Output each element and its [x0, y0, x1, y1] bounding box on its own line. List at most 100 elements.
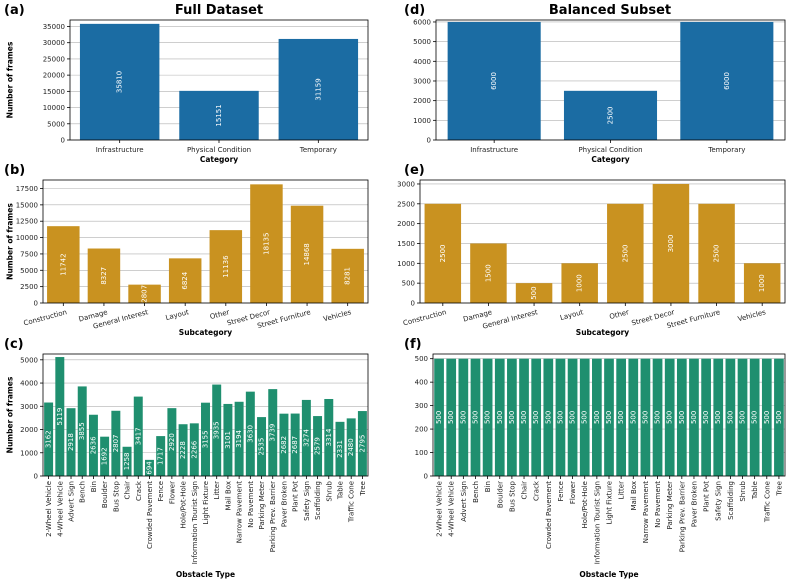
y-tick-label: 17500 [16, 185, 38, 193]
x-tick-label: Temporary [707, 146, 745, 154]
x-tick-label: Physical Condition [578, 146, 642, 154]
data-label: 500 [654, 411, 662, 424]
panel-label: (c) [4, 337, 24, 352]
x-tick-label: Tree [359, 481, 367, 497]
panel-label: (b) [4, 163, 25, 178]
bar [189, 423, 199, 476]
data-label: 500 [520, 411, 528, 424]
x-tick-label: Physical Condition [187, 146, 251, 154]
data-label: 14868 [303, 243, 311, 265]
bar [434, 358, 444, 476]
data-label: 500 [544, 411, 552, 424]
bar [743, 263, 781, 303]
bar [470, 243, 507, 303]
x-axis-label: Category [591, 155, 629, 164]
y-tick-label: 20000 [43, 72, 65, 80]
x-tick-label: 4-Wheel Vehicle [448, 481, 456, 537]
bar [424, 203, 462, 303]
bar [652, 358, 663, 476]
data-label: 500 [593, 411, 601, 424]
y-tick-label: 5000 [20, 267, 38, 275]
x-tick-label: Table [751, 481, 759, 500]
data-label: 2636 [89, 436, 97, 454]
bar [482, 358, 493, 476]
data-label: 500 [702, 411, 710, 424]
y-tick-label: 12500 [16, 218, 38, 226]
bar [592, 358, 602, 476]
x-axis-label: Obstacle Type [176, 570, 235, 579]
bar [250, 184, 283, 303]
data-label: 2918 [67, 433, 75, 451]
bar [357, 411, 367, 476]
x-tick-label: Information Tourist Sign [593, 481, 601, 564]
bar [167, 408, 177, 476]
data-label: 2266 [190, 440, 198, 458]
data-label: 500 [508, 411, 516, 424]
x-tick-label: Flower [569, 481, 577, 504]
data-label: 500 [471, 411, 479, 424]
data-label: 1717 [157, 447, 165, 465]
data-label: 3000 [667, 235, 675, 253]
panel-label: (a) [4, 3, 25, 18]
bar [313, 416, 323, 476]
data-label: 3935 [213, 421, 221, 439]
y-tick-label: 0 [424, 473, 428, 481]
data-label: 3417 [134, 427, 142, 445]
panel-label: (f) [404, 337, 422, 352]
x-tick-label: Chair [124, 481, 132, 500]
bar [168, 258, 202, 303]
data-label: 35810 [116, 71, 124, 93]
data-label: 3314 [325, 428, 333, 446]
bar [290, 205, 324, 303]
x-tick-label: Shrub [739, 480, 747, 501]
bar [607, 203, 644, 303]
x-tick-label: Litter [213, 481, 221, 500]
bar [519, 358, 529, 476]
plot-frame [69, 19, 369, 141]
bar [223, 403, 233, 476]
x-tick-label: Shrub [325, 480, 333, 501]
x-tick-label: Parking Prev. Barrier [678, 481, 686, 552]
data-label: 500 [496, 411, 504, 424]
plot-frame [432, 353, 786, 477]
bar [507, 358, 517, 476]
y-tick-label: 2500 [397, 200, 415, 208]
x-tick-label: Safety Sign [715, 481, 723, 521]
data-label: 500 [447, 411, 455, 424]
data-label: 2500 [439, 244, 447, 262]
data-label: 1000 [758, 274, 766, 292]
x-tick-label: Tree [775, 481, 783, 497]
bar [725, 358, 736, 476]
bar [567, 358, 578, 476]
x-tick-label: Advert Sign [68, 481, 76, 522]
bar [245, 391, 255, 476]
bar [55, 357, 65, 476]
data-label: 2500 [713, 244, 721, 262]
y-tick-label: 0 [61, 137, 65, 145]
y-axis-label: Number of frames [6, 203, 15, 280]
bar [749, 358, 760, 476]
y-tick-label: 1000 [413, 117, 431, 125]
data-label: 2795 [358, 435, 366, 453]
y-tick-label: 200 [415, 426, 428, 434]
panel-a: (a) Full Dataset 0 5000 10000 15000 20000 25000… [4, 3, 369, 164]
bar [335, 421, 345, 476]
plot-frame [419, 179, 786, 304]
data-label: 500 [484, 411, 492, 424]
y-tick-label: 4000 [20, 380, 38, 388]
bar [676, 358, 687, 476]
bar [122, 446, 132, 476]
data-label: 1000 [576, 274, 584, 292]
bar [77, 386, 87, 476]
bar [701, 358, 711, 476]
bar [640, 358, 651, 476]
x-tick-label: Paver Broken [690, 481, 698, 527]
data-label: 500 [435, 411, 443, 424]
x-tick-label: Bench [472, 481, 480, 503]
bar [689, 358, 699, 476]
panel-label: (e) [404, 163, 425, 178]
data-label: 18135 [262, 233, 270, 255]
data-label: 1258 [123, 452, 131, 470]
x-tick-label: Flower [168, 481, 176, 504]
